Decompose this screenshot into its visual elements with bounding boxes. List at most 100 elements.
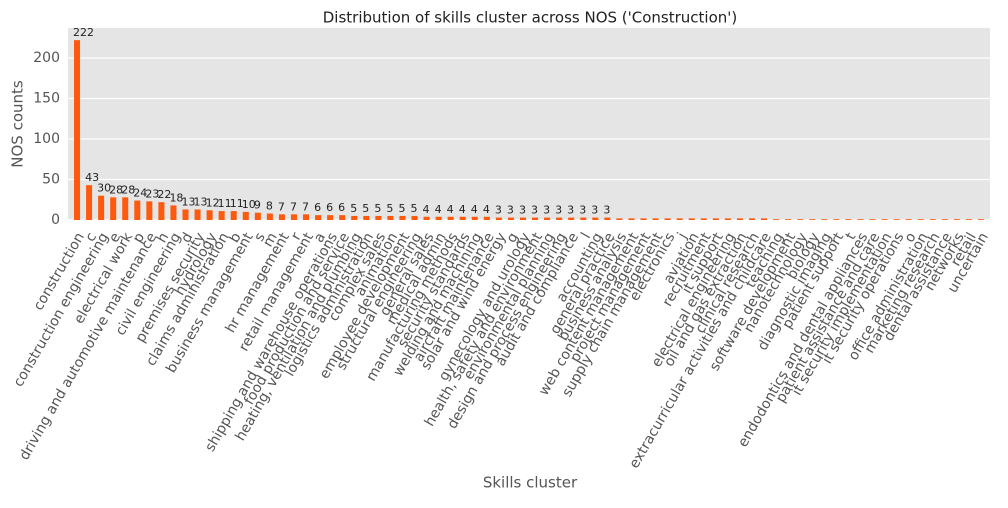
bar: [170, 205, 177, 220]
bar: [953, 219, 960, 220]
bar: [158, 202, 165, 220]
y-tick-label: 200: [33, 50, 60, 66]
bar: [411, 215, 418, 220]
bar: [254, 212, 261, 220]
bar: [857, 219, 864, 220]
bar: [965, 219, 972, 220]
bar: [761, 218, 768, 220]
bar: [86, 185, 93, 220]
data-label: 3: [579, 204, 586, 217]
plot-area: [68, 28, 990, 220]
data-label: 10: [242, 198, 256, 211]
bar: [917, 219, 924, 220]
data-label: 23: [145, 187, 159, 200]
data-label: 28: [121, 183, 135, 196]
bar: [604, 217, 611, 220]
data-label: 4: [447, 203, 454, 216]
bar: [700, 218, 707, 220]
bar: [74, 40, 81, 220]
data-label: 5: [362, 202, 369, 215]
bar: [459, 216, 466, 220]
bar: [399, 215, 406, 220]
bar: [905, 219, 912, 220]
bar: [495, 217, 502, 220]
bar: [532, 217, 539, 220]
bar: [423, 216, 430, 220]
data-label: 13: [182, 195, 196, 208]
data-label: 6: [338, 201, 345, 214]
bar: [652, 218, 659, 220]
bar: [616, 218, 623, 220]
bar: [664, 218, 671, 220]
data-label: 5: [350, 202, 357, 215]
data-label: 6: [326, 201, 333, 214]
data-label: 7: [278, 200, 285, 213]
bar: [146, 201, 153, 220]
bar: [435, 216, 442, 220]
data-label: 24: [133, 187, 147, 200]
y-tick-label: 50: [42, 171, 60, 187]
data-label: 11: [218, 197, 232, 210]
bar: [303, 214, 310, 220]
data-label: 3: [543, 204, 550, 217]
data-label: 3: [507, 204, 514, 217]
data-label: 7: [302, 200, 309, 213]
data-label: 28: [109, 183, 123, 196]
bar: [278, 214, 285, 220]
data-label: 7: [290, 200, 297, 213]
bar: [375, 215, 382, 220]
bar: [724, 218, 731, 220]
bar: [447, 216, 454, 220]
bar: [797, 219, 804, 220]
bar: [881, 219, 888, 220]
bar: [809, 219, 816, 220]
data-label: 8: [266, 200, 273, 213]
bar: [327, 215, 334, 220]
data-label: 5: [374, 202, 381, 215]
chart-title: Distribution of skills cluster across NO…: [323, 9, 738, 27]
bar: [688, 218, 695, 220]
bar: [315, 215, 322, 220]
bar: [568, 217, 575, 220]
data-label: 4: [459, 203, 466, 216]
data-label: 222: [73, 26, 94, 39]
data-label: 30: [97, 182, 111, 195]
data-label: 6: [314, 201, 321, 214]
bar: [363, 215, 370, 220]
data-label: 3: [603, 204, 610, 217]
bar: [339, 215, 346, 220]
bar: [110, 197, 117, 220]
data-label: 3: [591, 204, 598, 217]
bar: [833, 219, 840, 220]
bar: [845, 219, 852, 220]
bar: [544, 217, 551, 220]
bar: [676, 218, 683, 220]
bar: [640, 218, 647, 220]
bar: [929, 219, 936, 220]
bar: [483, 216, 490, 220]
bar: [266, 213, 273, 220]
bar: [736, 218, 743, 220]
bar: [893, 219, 900, 220]
bar: [821, 219, 828, 220]
data-label: 3: [567, 204, 574, 217]
x-tick-label: l: [578, 230, 594, 241]
bar: [122, 197, 129, 220]
data-label: 4: [423, 203, 430, 216]
data-label: 43: [85, 171, 99, 184]
bar: [941, 219, 948, 220]
data-label: 12: [206, 196, 220, 209]
data-label: 5: [398, 202, 405, 215]
bar: [134, 200, 141, 220]
data-label: 5: [411, 202, 418, 215]
data-label: 4: [483, 203, 490, 216]
data-label: 18: [169, 191, 183, 204]
bar: [182, 209, 189, 220]
bar: [869, 219, 876, 220]
bar: [230, 211, 237, 220]
bar: [507, 217, 514, 220]
bar: [206, 210, 213, 220]
bar: [556, 217, 563, 220]
bar: [977, 219, 984, 220]
